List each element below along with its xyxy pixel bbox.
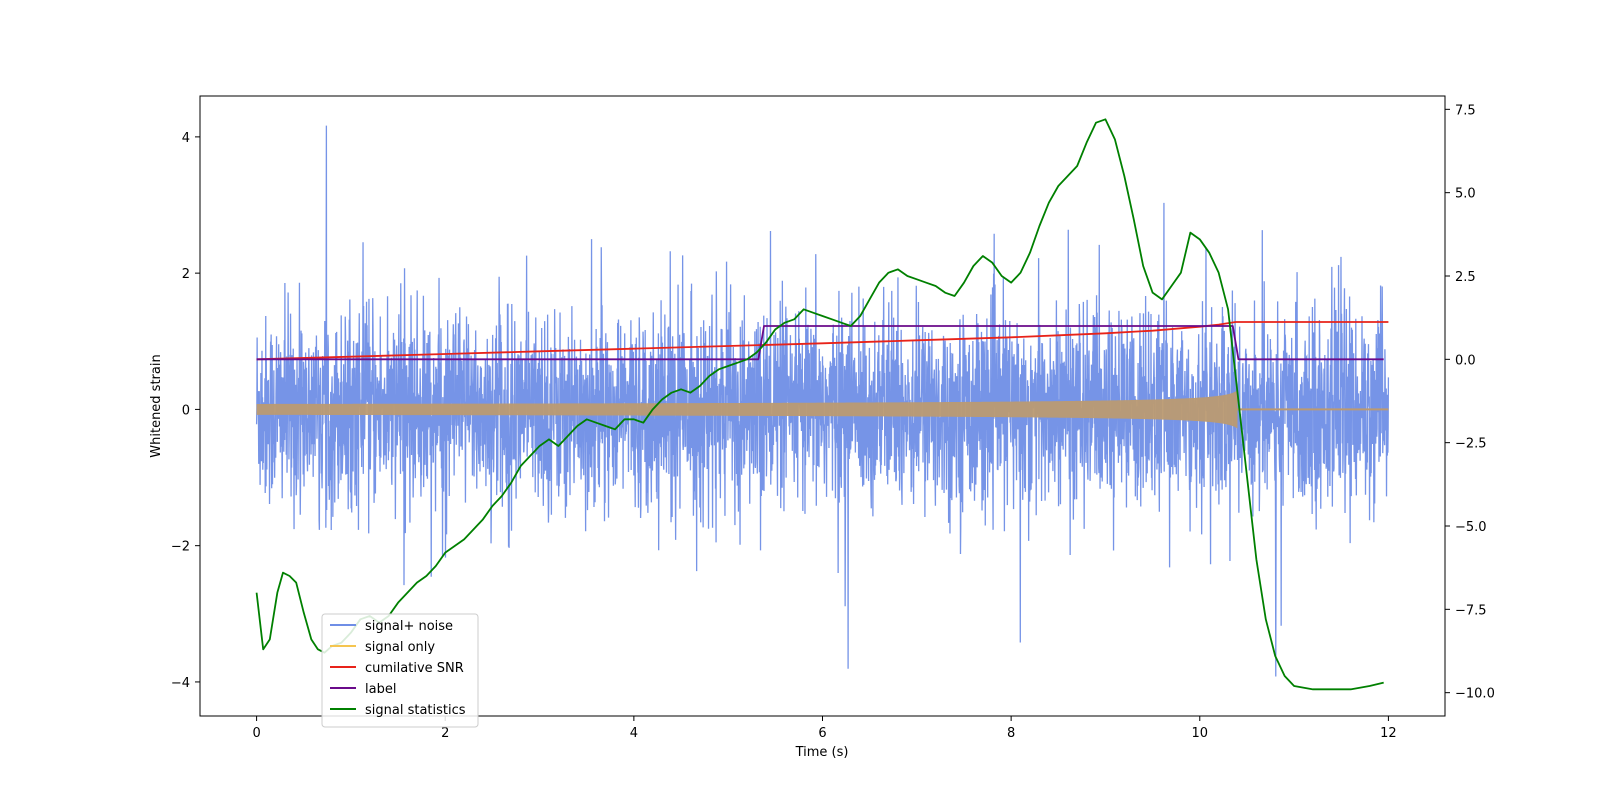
- legend-entry-label: cumilative SNR: [365, 661, 464, 676]
- y2-tick-label: 7.5: [1455, 103, 1476, 118]
- legend: signal+ noise signal only cumilative SNR la…: [321, 613, 479, 728]
- y2-tick-label: −2.5: [1455, 437, 1487, 452]
- legend-entry-label: signal only: [365, 640, 435, 655]
- y-axis-right: −10.0 −7.5 −5.0 −2.5 0.0 2.5 5.0 7.5: [1445, 103, 1495, 702]
- legend-entry-label: label: [365, 682, 396, 697]
- x-tick-label: 12: [1380, 726, 1397, 741]
- y2-tick-label: 0.0: [1455, 353, 1476, 368]
- y2-tick-label: 5.0: [1455, 187, 1476, 202]
- y-tick-label: 2: [182, 267, 190, 282]
- y-tick-label: −4: [171, 676, 190, 691]
- x-tick-label: 6: [818, 726, 826, 741]
- series-signal-statistics-line: [255, 118, 1384, 691]
- series-signal-only-envelope: [256, 390, 1238, 429]
- series-label-line: [256, 325, 1384, 361]
- y-axis-label: Whitened strain: [149, 354, 164, 457]
- y2-tick-label: −7.5: [1455, 603, 1487, 618]
- x-axis: 0 2 4 6 8 10 12: [252, 716, 1397, 741]
- y2-tick-label: −5.0: [1455, 520, 1487, 535]
- series-layer: [255, 118, 1390, 691]
- legend-box: [321, 613, 479, 728]
- legend-entry-label: signal+ noise: [365, 619, 453, 634]
- legend-entry-label: signal statistics: [365, 703, 466, 718]
- y2-tick-label: −10.0: [1455, 687, 1495, 702]
- y-axis-left: −4 −2 0 2 4: [171, 131, 200, 691]
- y-tick-label: 4: [182, 131, 190, 146]
- y-tick-label: −2: [171, 540, 190, 555]
- x-tick-label: 0: [252, 726, 260, 741]
- y2-tick-label: 2.5: [1455, 270, 1476, 285]
- x-tick-label: 2: [441, 726, 449, 741]
- x-tick-label: 4: [630, 726, 638, 741]
- x-axis-label: Time (s): [795, 745, 849, 760]
- x-tick-label: 10: [1191, 726, 1208, 741]
- y-tick-label: 0: [182, 403, 190, 418]
- x-tick-label: 8: [1007, 726, 1015, 741]
